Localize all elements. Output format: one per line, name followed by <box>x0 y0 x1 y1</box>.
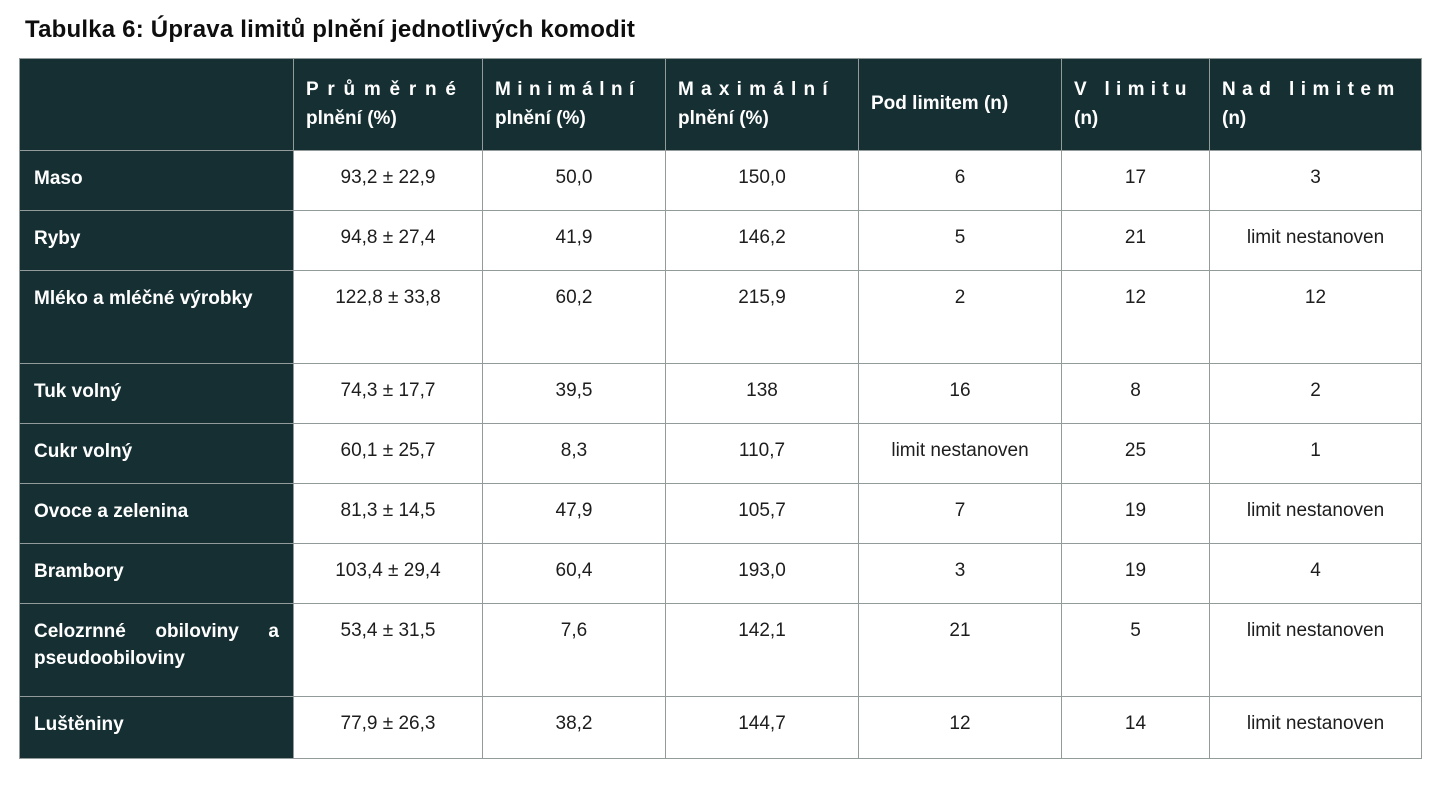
col-header-within-limit: V limitu (n) <box>1061 58 1210 151</box>
col-header-below-limit-line1: Pod limitem (n) <box>871 93 1009 115</box>
header-row: Průměrné plnění (%) Minimální plnění (%)… <box>19 58 1422 151</box>
cell-below-limit: 6 <box>858 150 1062 211</box>
col-header-average-line2: plnění (%) <box>306 107 397 129</box>
cell-average: 81,3 ± 14,5 <box>293 483 483 544</box>
cell-below-limit: 5 <box>858 210 1062 271</box>
cell-above-limit: limit nestanoven <box>1209 483 1422 544</box>
cell-below-limit: 3 <box>858 543 1062 604</box>
cell-maximum: 142,1 <box>665 603 859 697</box>
table-row-tuk-volny: Tuk volný 74,3 ± 17,7 39,5 138 16 8 2 <box>19 363 1422 424</box>
cell-within-limit: 8 <box>1061 363 1210 424</box>
col-header-within-limit-line1: V limitu <box>1074 79 1193 100</box>
cell-maximum: 146,2 <box>665 210 859 271</box>
cell-average: 77,9 ± 26,3 <box>293 696 483 759</box>
cell-below-limit: 2 <box>858 270 1062 364</box>
row-label: Tuk volný <box>19 363 294 424</box>
cell-within-limit: 14 <box>1061 696 1210 759</box>
cell-average: 74,3 ± 17,7 <box>293 363 483 424</box>
table-row-celozrnne: Celozrnné obiloviny a pseudoobiloviny 53… <box>19 603 1422 697</box>
table-row-ovoce-zelenina: Ovoce a zelenina 81,3 ± 14,5 47,9 105,7 … <box>19 483 1422 544</box>
cell-above-limit: 2 <box>1209 363 1422 424</box>
row-label: Ryby <box>19 210 294 271</box>
cell-above-limit: limit nestanoven <box>1209 210 1422 271</box>
corner-cell <box>19 58 294 151</box>
row-label: Celozrnné obiloviny a pseudoobiloviny <box>19 603 294 697</box>
cell-maximum: 105,7 <box>665 483 859 544</box>
cell-above-limit: 3 <box>1209 150 1422 211</box>
cell-maximum: 138 <box>665 363 859 424</box>
row-label: Mléko a mléčné výrobky <box>19 270 294 364</box>
cell-average: 122,8 ± 33,8 <box>293 270 483 364</box>
cell-above-limit: 12 <box>1209 270 1422 364</box>
cell-minimum: 38,2 <box>482 696 666 759</box>
row-label: Luštěniny <box>19 696 294 759</box>
cell-minimum: 60,2 <box>482 270 666 364</box>
cell-maximum: 193,0 <box>665 543 859 604</box>
cell-within-limit: 21 <box>1061 210 1210 271</box>
document-page: Tabulka 6: Úprava limitů plnění jednotli… <box>0 16 1440 759</box>
table-row-maso: Maso 93,2 ± 22,9 50,0 150,0 6 17 3 <box>19 150 1422 211</box>
cell-above-limit: 4 <box>1209 543 1422 604</box>
row-label: Brambory <box>19 543 294 604</box>
col-header-minimum-line2: plnění (%) <box>495 107 586 129</box>
table-row-cukr-volny: Cukr volný 60,1 ± 25,7 8,3 110,7 limit n… <box>19 423 1422 484</box>
cell-minimum: 8,3 <box>482 423 666 484</box>
table-title: Tabulka 6: Úprava limitů plnění jednotli… <box>25 16 636 43</box>
col-header-above-limit-line1: Nad limitem <box>1222 79 1401 100</box>
cell-maximum: 144,7 <box>665 696 859 759</box>
cell-above-limit: limit nestanoven <box>1209 603 1422 697</box>
cell-above-limit: 1 <box>1209 423 1422 484</box>
col-header-average-line1: Průměrné <box>306 79 465 100</box>
cell-within-limit: 25 <box>1061 423 1210 484</box>
cell-maximum: 215,9 <box>665 270 859 364</box>
cell-minimum: 50,0 <box>482 150 666 211</box>
col-header-above-limit-line2: (n) <box>1222 107 1247 129</box>
col-header-minimum-line1: Minimální <box>495 79 641 100</box>
cell-above-limit: limit nestanoven <box>1209 696 1422 759</box>
cell-average: 103,4 ± 29,4 <box>293 543 483 604</box>
cell-average: 60,1 ± 25,7 <box>293 423 483 484</box>
cell-minimum: 7,6 <box>482 603 666 697</box>
col-header-average: Průměrné plnění (%) <box>293 58 483 151</box>
table-row-brambory: Brambory 103,4 ± 29,4 60,4 193,0 3 19 4 <box>19 543 1422 604</box>
cell-within-limit: 19 <box>1061 543 1210 604</box>
col-header-within-limit-line2: (n) <box>1074 107 1099 129</box>
table-row-ryby: Ryby 94,8 ± 27,4 41,9 146,2 5 21 limit n… <box>19 210 1422 271</box>
col-header-minimum: Minimální plnění (%) <box>482 58 666 151</box>
cell-maximum: 110,7 <box>665 423 859 484</box>
cell-minimum: 39,5 <box>482 363 666 424</box>
col-header-maximum-line1: Maximální <box>678 79 835 100</box>
cell-minimum: 60,4 <box>482 543 666 604</box>
cell-maximum: 150,0 <box>665 150 859 211</box>
col-header-above-limit: Nad limitem (n) <box>1209 58 1422 151</box>
cell-minimum: 41,9 <box>482 210 666 271</box>
cell-within-limit: 5 <box>1061 603 1210 697</box>
cell-below-limit: 21 <box>858 603 1062 697</box>
cell-average: 53,4 ± 31,5 <box>293 603 483 697</box>
cell-below-limit: 16 <box>858 363 1062 424</box>
cell-below-limit: limit nestanoven <box>858 423 1062 484</box>
cell-within-limit: 19 <box>1061 483 1210 544</box>
col-header-maximum: Maximální plnění (%) <box>665 58 859 151</box>
row-label: Cukr volný <box>19 423 294 484</box>
row-label: Ovoce a zelenina <box>19 483 294 544</box>
cell-below-limit: 12 <box>858 696 1062 759</box>
commodity-limits-table: Průměrné plnění (%) Minimální plnění (%)… <box>19 58 1422 759</box>
cell-average: 93,2 ± 22,9 <box>293 150 483 211</box>
table-row-mleko: Mléko a mléčné výrobky 122,8 ± 33,8 60,2… <box>19 270 1422 364</box>
row-label: Maso <box>19 150 294 211</box>
cell-within-limit: 12 <box>1061 270 1210 364</box>
cell-minimum: 47,9 <box>482 483 666 544</box>
col-header-maximum-line2: plnění (%) <box>678 107 769 129</box>
cell-below-limit: 7 <box>858 483 1062 544</box>
table-row-lusteniny: Luštěniny 77,9 ± 26,3 38,2 144,7 12 14 l… <box>19 696 1422 759</box>
col-header-below-limit: Pod limitem (n) <box>858 58 1062 151</box>
cell-within-limit: 17 <box>1061 150 1210 211</box>
cell-average: 94,8 ± 27,4 <box>293 210 483 271</box>
